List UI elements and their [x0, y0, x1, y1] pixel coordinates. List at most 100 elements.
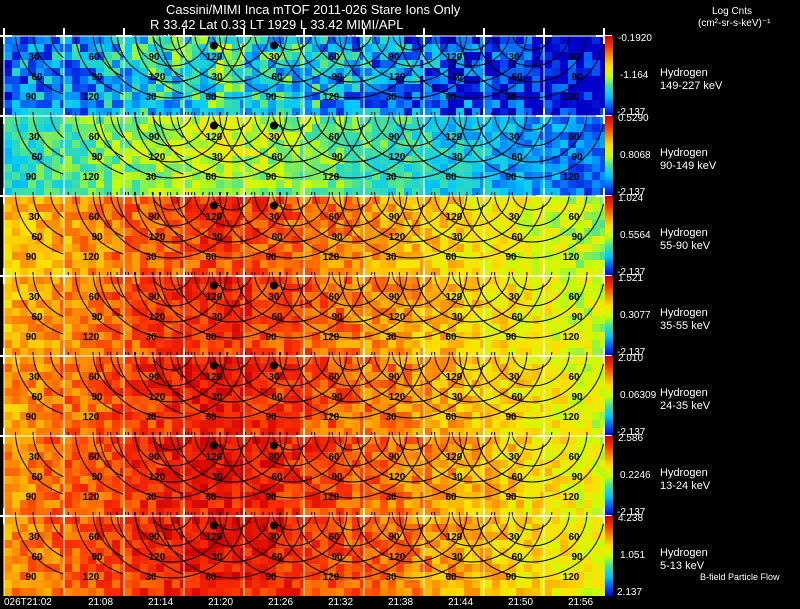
heatmap-cell — [140, 452, 148, 460]
heatmap-cell — [80, 404, 88, 412]
heatmap-cell — [192, 172, 200, 180]
heatmap-cell — [44, 276, 52, 284]
heatmap-cell — [244, 180, 252, 188]
heatmap-cell — [260, 52, 268, 60]
heatmap-cell — [140, 68, 148, 76]
heatmap-cell — [148, 140, 156, 148]
contour-label: 60 — [568, 212, 580, 223]
heatmap-cell — [464, 84, 472, 92]
heatmap-cell — [532, 44, 540, 52]
heatmap-cell — [292, 444, 300, 452]
heatmap-cell — [412, 428, 420, 436]
heatmap-cell — [28, 324, 36, 332]
heatmap-cell — [532, 148, 540, 156]
heatmap-cell — [576, 76, 584, 84]
heatmap-cell — [44, 324, 52, 332]
heatmap-cell — [364, 420, 372, 428]
heatmap-cell — [284, 236, 292, 244]
heatmap-cell — [132, 68, 140, 76]
heatmap-cell — [304, 196, 312, 204]
heatmap-cell — [552, 36, 560, 44]
heatmap-cell — [64, 180, 72, 188]
heatmap-cell — [568, 244, 576, 252]
heatmap-cell — [576, 308, 584, 316]
heatmap-cell — [232, 132, 240, 140]
contour-label: 120 — [446, 372, 463, 383]
heatmap-cell — [524, 116, 532, 124]
heatmap-cell — [464, 204, 472, 212]
heatmap-cell — [364, 292, 372, 300]
heatmap-cell — [552, 380, 560, 388]
heatmap-cell — [304, 404, 312, 412]
heatmap-cell — [140, 364, 148, 372]
heatmap-cell — [424, 340, 432, 348]
heatmap-cell — [112, 396, 120, 404]
heatmap-cell — [148, 444, 156, 452]
heatmap-cell — [252, 180, 260, 188]
contour-label: 90 — [25, 172, 37, 183]
heatmap-cell — [500, 428, 508, 436]
heatmap-cell — [568, 412, 576, 420]
heatmap-cell — [320, 356, 328, 364]
heatmap-cell — [364, 164, 372, 172]
heatmap-cell — [484, 52, 492, 60]
heatmap-cell — [456, 428, 464, 436]
heatmap-cell — [216, 348, 224, 356]
heatmap-cell — [224, 444, 232, 452]
heatmap-cell — [200, 180, 208, 188]
heatmap-cell — [432, 292, 440, 300]
heatmap-cell — [464, 404, 472, 412]
heatmap-cell — [216, 484, 224, 492]
heatmap-cell — [284, 52, 292, 60]
heatmap-cell — [404, 92, 412, 100]
heatmap-cell — [508, 132, 516, 140]
heatmap-cell — [244, 204, 252, 212]
heatmap-cell — [72, 500, 80, 508]
heatmap-cell — [140, 308, 148, 316]
heatmap-cell — [184, 68, 192, 76]
heatmap-cell — [516, 260, 524, 268]
heatmap-cell — [148, 244, 156, 252]
heatmap-cell — [600, 44, 608, 52]
heatmap-cell — [516, 364, 524, 372]
heatmap-cell — [36, 460, 44, 468]
heatmap-cell — [192, 316, 200, 324]
heatmap-cell — [592, 52, 600, 60]
heatmap-cell — [404, 420, 412, 428]
heatmap-cell — [200, 196, 208, 204]
heatmap-cell — [352, 116, 360, 124]
heatmap-cell — [52, 260, 60, 268]
heatmap-cell — [208, 388, 216, 396]
heatmap-cell — [500, 412, 508, 420]
heatmap-cell — [232, 116, 240, 124]
heatmap-cell — [268, 372, 276, 380]
heatmap-cell — [552, 204, 560, 212]
heatmap-cell — [172, 108, 180, 116]
heatmap-cell — [404, 156, 412, 164]
heatmap-cell — [404, 324, 412, 332]
heatmap-cell — [52, 116, 60, 124]
heatmap-cell — [12, 44, 20, 52]
heatmap-cell — [96, 92, 104, 100]
heatmap-cell — [532, 252, 540, 260]
heatmap-cell — [584, 84, 592, 92]
heatmap-cell — [4, 244, 12, 252]
heatmap-cell — [292, 148, 300, 156]
heatmap-cell — [112, 268, 120, 276]
heatmap-cell — [440, 284, 448, 292]
heatmap-cell — [12, 68, 20, 76]
heatmap-cell — [284, 340, 292, 348]
heatmap-cell — [156, 108, 164, 116]
heatmap-cell — [80, 100, 88, 108]
heatmap-cell — [456, 316, 464, 324]
heatmap-cell — [500, 60, 508, 68]
contour-line — [398, 31, 546, 99]
contour-line — [476, 31, 588, 83]
heatmap-cell — [432, 412, 440, 420]
heatmap-cell — [80, 84, 88, 92]
heatmap-cell — [584, 380, 592, 388]
heatmap-cell — [432, 324, 440, 332]
heatmap-cell — [320, 348, 328, 356]
